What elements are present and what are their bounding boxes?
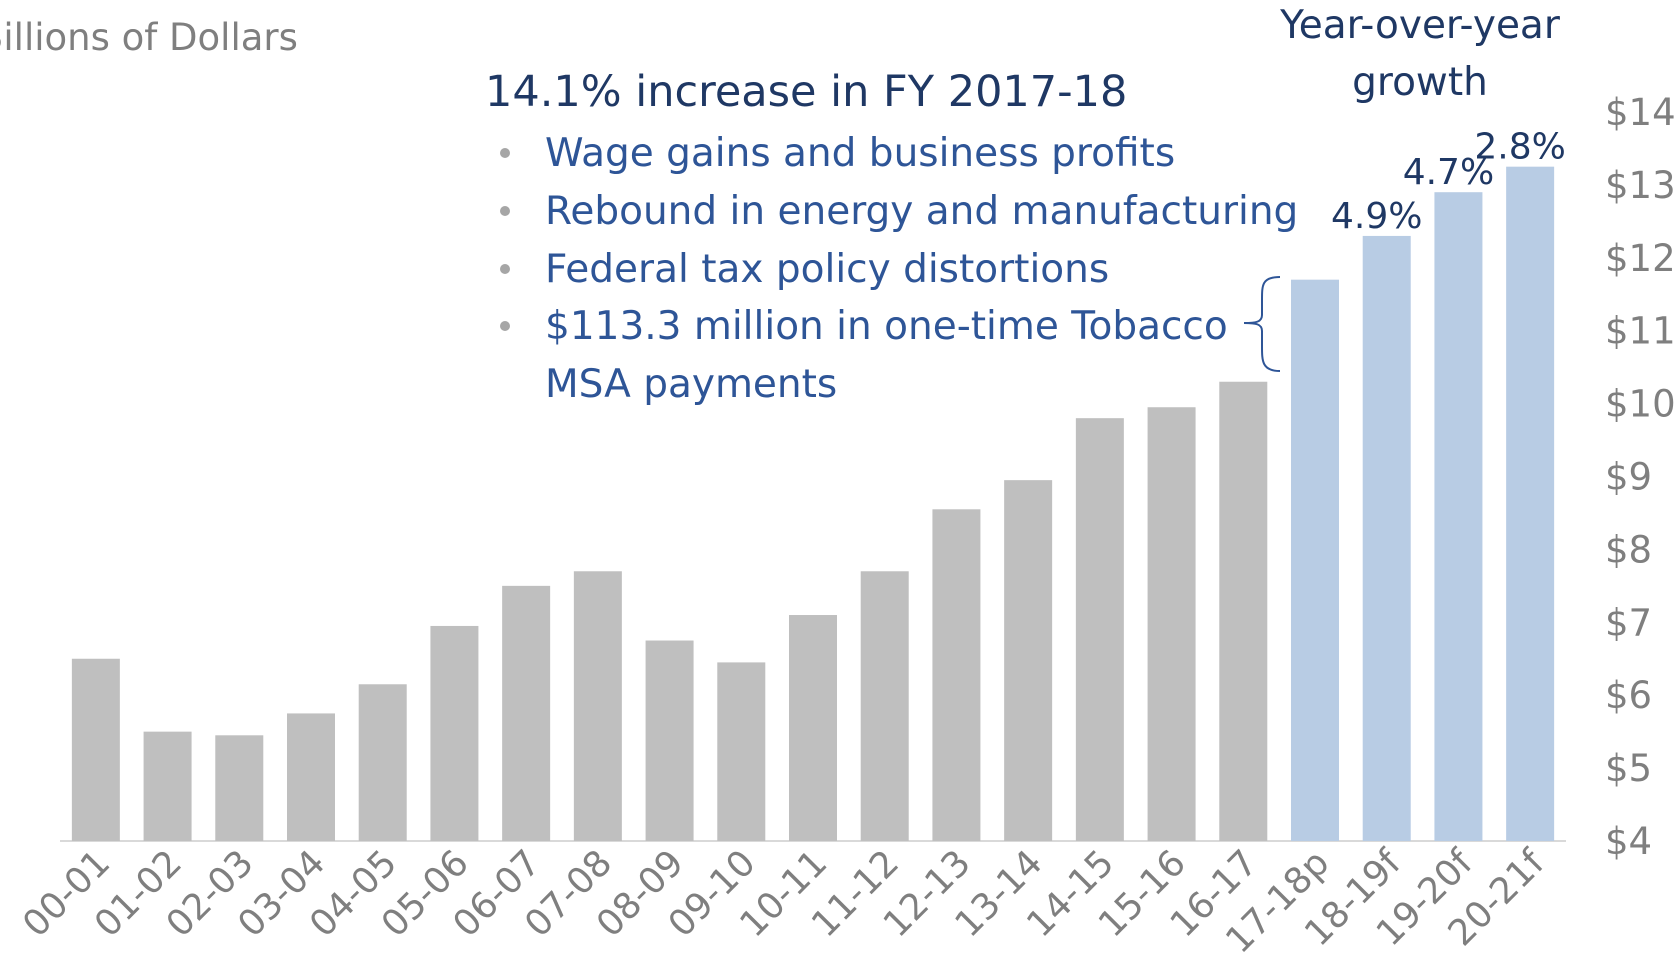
y-tick-label: $11 [1605, 310, 1674, 353]
bar [1075, 418, 1124, 841]
bar [1004, 480, 1053, 841]
bar [1291, 279, 1339, 841]
bar [502, 585, 551, 841]
bullet-dot [500, 264, 510, 274]
y-tick-label: $6 [1605, 674, 1652, 717]
brace [1243, 276, 1281, 372]
bullet-text: Federal tax policy distortions [545, 247, 1109, 292]
bar [789, 615, 837, 841]
bar [860, 571, 909, 841]
bar [573, 571, 622, 841]
y-tick-label: $5 [1605, 747, 1652, 790]
y-tick-label: $4 [1605, 820, 1652, 863]
bullet-text: MSA payments [545, 362, 837, 407]
y-tick-label: $12 [1605, 237, 1674, 280]
y-tick-label: $8 [1605, 528, 1652, 571]
y-tick-label: $10 [1605, 383, 1674, 426]
bar [1362, 235, 1411, 841]
growth-label: 4.7% [1403, 152, 1494, 193]
growth-title: Year-over-year [1279, 3, 1561, 48]
bar [215, 735, 264, 841]
bar [358, 684, 407, 841]
growth-title: growth [1352, 60, 1488, 105]
y-tick-label: $14 [1605, 91, 1674, 134]
y-tick-label: $7 [1605, 601, 1652, 644]
y-axis-label: Billions of Dollars [0, 16, 298, 59]
bar [1219, 381, 1268, 841]
y-tick-label: $9 [1605, 456, 1652, 499]
bullet-dot [500, 148, 510, 158]
bullet-text: Wage gains and business profits [545, 131, 1175, 176]
bar [932, 509, 981, 841]
y-tick-label: $13 [1605, 164, 1674, 207]
bar [1506, 166, 1555, 842]
bar [430, 625, 479, 841]
bar [143, 731, 192, 841]
bullet-text: $113.3 million in one-time Tobacco [545, 304, 1228, 349]
headline: 14.1% increase in FY 2017-18 [485, 67, 1127, 117]
bar [287, 713, 335, 841]
bar [1147, 407, 1196, 841]
bar [717, 662, 766, 841]
bar [1434, 192, 1483, 841]
bullet-dot [500, 321, 510, 331]
bar [645, 640, 694, 841]
bullet-text: Rebound in energy and manufacturing [545, 189, 1298, 234]
bullet-dot [500, 206, 510, 216]
bar [71, 658, 120, 841]
growth-label: 2.8% [1474, 127, 1565, 168]
growth-label: 4.9% [1331, 196, 1422, 237]
